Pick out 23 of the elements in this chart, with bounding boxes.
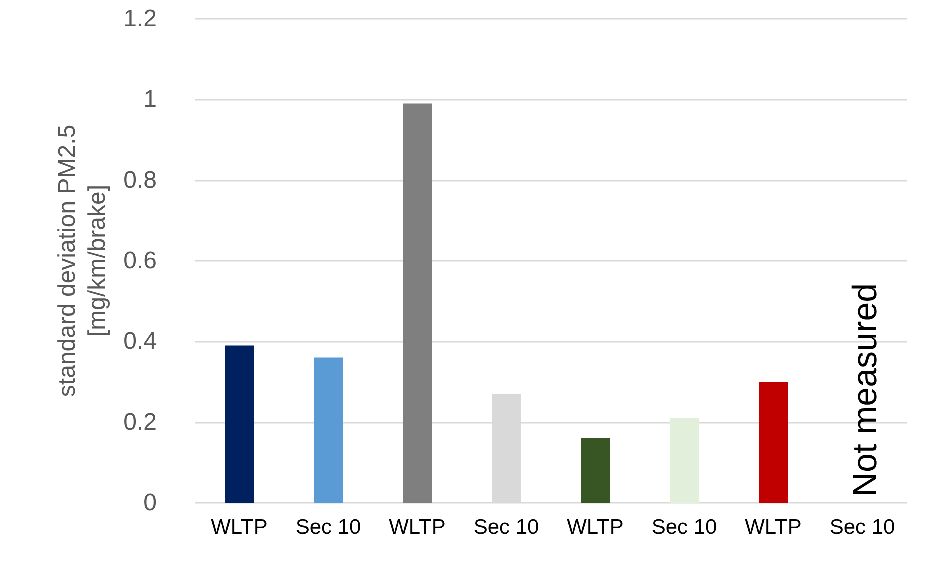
bar [581, 438, 610, 503]
y-tick-label: 1 [144, 86, 157, 114]
x-tick-label: WLTP [745, 516, 802, 539]
x-tick-label: WLTP [389, 516, 446, 539]
y-tick-label: 1.2 [124, 6, 157, 32]
x-tick-label: WLTP [211, 516, 268, 539]
annotation: Not measured [846, 283, 884, 497]
x-tick-label: WLTP [567, 516, 624, 539]
x-tick-label: Sec 10 [830, 516, 896, 539]
bar [225, 346, 254, 503]
bar [759, 382, 788, 503]
bar [314, 358, 343, 503]
y-axis-title: standard deviation PM2.5 [mg/km/brake] [54, 124, 112, 398]
x-tick-label: Sec 10 [652, 516, 718, 539]
y-tick-label: 0.8 [124, 166, 157, 194]
y-tick-label: 0.6 [124, 248, 157, 274]
y-tick-label: 0 [144, 490, 157, 516]
bar [670, 418, 699, 503]
bar [403, 104, 432, 503]
x-tick-label: Sec 10 [474, 516, 540, 539]
y-tick-label: 0.2 [124, 408, 157, 436]
y-tick-label: 0.4 [124, 328, 157, 356]
x-tick-label: Sec 10 [296, 516, 362, 539]
